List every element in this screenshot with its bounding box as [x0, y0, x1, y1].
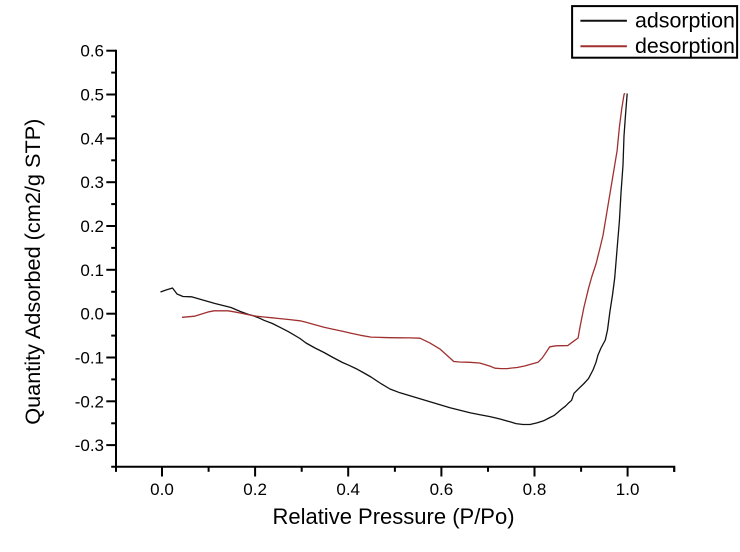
- svg-text:-0.1: -0.1: [75, 349, 104, 368]
- svg-text:-0.2: -0.2: [75, 392, 104, 411]
- svg-text:0.6: 0.6: [80, 42, 104, 61]
- svg-text:0.1: 0.1: [80, 261, 104, 280]
- svg-text:adsorption: adsorption: [635, 8, 735, 32]
- svg-text:0.4: 0.4: [80, 129, 104, 148]
- svg-text:0.3: 0.3: [80, 173, 104, 192]
- svg-text:Quantity Adsorbed (cm2/g STP): Quantity Adsorbed (cm2/g STP): [20, 119, 45, 425]
- svg-text:1.0: 1.0: [616, 480, 640, 499]
- svg-text:0.2: 0.2: [80, 217, 104, 236]
- svg-text:Relative Pressure (P/Po): Relative Pressure (P/Po): [272, 504, 514, 529]
- svg-text:0.0: 0.0: [80, 305, 104, 324]
- svg-text:0.4: 0.4: [336, 480, 360, 499]
- svg-text:0.0: 0.0: [150, 480, 174, 499]
- svg-text:-0.3: -0.3: [75, 436, 104, 455]
- svg-text:0.6: 0.6: [430, 480, 454, 499]
- svg-text:0.2: 0.2: [243, 480, 267, 499]
- svg-text:0.8: 0.8: [523, 480, 547, 499]
- svg-text:0.5: 0.5: [80, 86, 104, 105]
- svg-text:desorption: desorption: [635, 34, 735, 58]
